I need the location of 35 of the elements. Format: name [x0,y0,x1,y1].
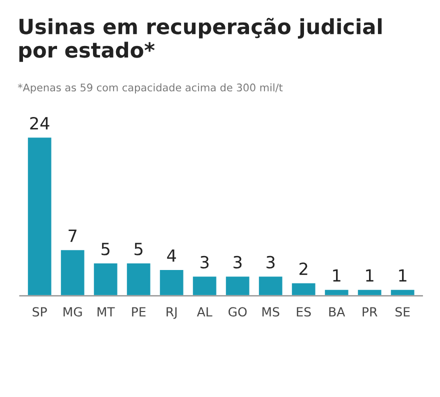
data-label: 1 [333,269,340,282]
bar [192,275,218,296]
bar [92,262,119,296]
data-label: 1 [399,269,406,282]
bar [26,136,53,296]
x-tick-label: SP [32,307,47,317]
data-label: 3 [234,256,242,269]
bar [290,282,317,296]
bar [258,275,284,296]
data-label: 3 [200,256,209,269]
x-tick-label: ES [296,307,311,317]
data-label: 5 [102,242,110,256]
data-label: 2 [300,262,308,275]
data-label: 24 [30,116,50,130]
data-label: 3 [266,256,275,269]
x-tick-label: SE [396,307,410,317]
bar [126,262,152,296]
x-tick-label: MS [262,307,280,317]
x-tick-label: MT [98,307,115,316]
x-tick-label: GO [228,307,247,317]
x-tick-label: PE [132,307,146,316]
x-tick-label: BA [329,307,346,316]
bar [60,248,86,296]
chart-title: Usinas em recuperação judicial por estado* [19,18,382,62]
x-tick-label: MG [64,307,82,317]
data-label: 1 [366,269,374,282]
x-tick-label: RJ [166,307,177,319]
chart-subtitle: *Apenas as 59 com capacidade acima de 300 mil/t [18,83,283,94]
bar [158,268,185,296]
data-label: 5 [134,242,142,256]
x-tick-label: PR [362,307,378,316]
x-tick-label: AL [196,307,212,316]
data-label: 7 [68,230,76,242]
bar [224,275,251,296]
data-label: 4 [167,250,176,262]
